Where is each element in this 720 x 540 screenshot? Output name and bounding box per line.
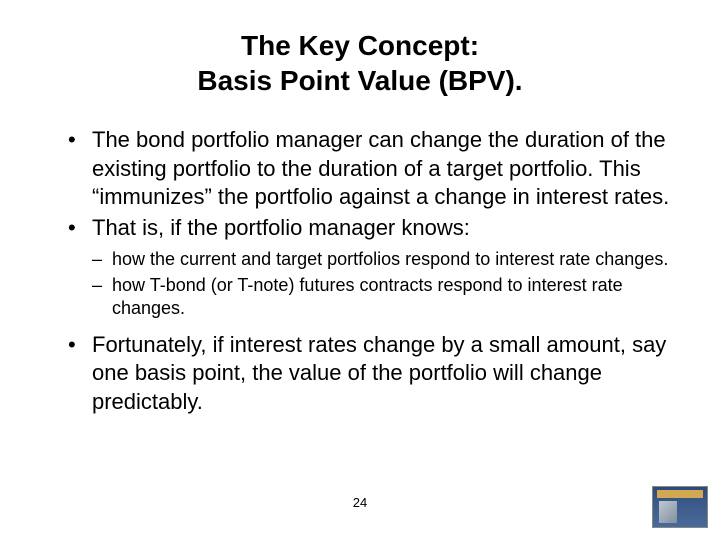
- bullet-text: Fortunately, if interest rates change by…: [92, 332, 666, 414]
- sub-bullet-text: how T-bond (or T-note) futures contracts…: [112, 275, 623, 318]
- main-bullet-list-continued: Fortunately, if interest rates change by…: [40, 331, 680, 417]
- bullet-item: That is, if the portfolio manager knows:: [68, 214, 680, 243]
- sub-bullet-item: how the current and target portfolios re…: [92, 248, 680, 271]
- title-line-2: Basis Point Value (BPV).: [197, 65, 522, 96]
- title-line-1: The Key Concept:: [241, 30, 479, 61]
- bullet-text: That is, if the portfolio manager knows:: [92, 215, 470, 240]
- sub-bullet-list: how the current and target portfolios re…: [40, 248, 680, 320]
- bullet-text: The bond portfolio manager can change th…: [92, 127, 669, 209]
- slide-title: The Key Concept: Basis Point Value (BPV)…: [40, 28, 680, 98]
- bullet-item: The bond portfolio manager can change th…: [68, 126, 680, 212]
- main-bullet-list: The bond portfolio manager can change th…: [40, 126, 680, 242]
- page-number: 24: [0, 495, 720, 510]
- sub-bullet-text: how the current and target portfolios re…: [112, 249, 668, 269]
- book-cover-thumbnail-icon: [652, 486, 708, 528]
- sub-bullet-item: how T-bond (or T-note) futures contracts…: [92, 274, 680, 321]
- bullet-item: Fortunately, if interest rates change by…: [68, 331, 680, 417]
